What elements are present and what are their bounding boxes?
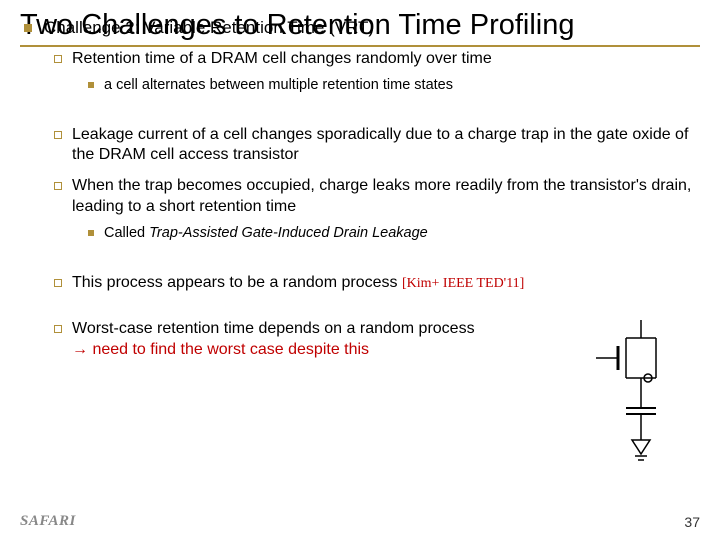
- lvl2-text: Retention time of a DRAM cell changes ra…: [72, 49, 492, 70]
- lvl1-text: Challenge 2: Variable Retention Time (VR…: [44, 17, 374, 39]
- bullet-lvl2: This process appears to be a random proc…: [54, 273, 700, 294]
- bullet-lvl2: Leakage current of a cell changes sporad…: [54, 125, 700, 167]
- lvl2-text: Worst-case retention time depends on a r…: [72, 319, 475, 361]
- open-square-bullet-icon: [54, 182, 62, 190]
- open-square-bullet-icon: [54, 279, 62, 287]
- lvl3-text: Called Trap-Assisted Gate-Induced Drain …: [104, 224, 428, 243]
- lvl3-text: a cell alternates between multiple reten…: [104, 76, 453, 95]
- p5-text: Worst-case retention time depends on a r…: [72, 320, 475, 337]
- transistor-circuit-diagram: [596, 320, 686, 480]
- small-square-bullet-icon: [88, 230, 94, 236]
- bullet-lvl1: Challenge 2: Variable Retention Time (VR…: [24, 17, 700, 39]
- small-square-bullet-icon: [88, 82, 94, 88]
- square-bullet-icon: [24, 24, 32, 32]
- bullet-lvl2: When the trap becomes occupied, charge l…: [54, 176, 700, 218]
- slide-container: Two Challenges to Retention Time Profili…: [0, 0, 720, 540]
- lvl3-italic: Trap-Assisted Gate-Induced Drain Leakage: [149, 225, 428, 241]
- p4-text: This process appears to be a random proc…: [72, 274, 402, 291]
- slide-footer: SAFARI 37: [20, 513, 700, 530]
- bullet-lvl3: Called Trap-Assisted Gate-Induced Drain …: [88, 224, 700, 243]
- page-number: 37: [684, 514, 700, 530]
- bullet-lvl2: Retention time of a DRAM cell changes ra…: [54, 49, 700, 70]
- citation: [Kim+ IEEE TED'11]: [402, 276, 524, 291]
- content-area: Challenge 2: Variable Retention Time (VR…: [20, 17, 700, 361]
- safari-logo: SAFARI: [20, 513, 76, 530]
- open-square-bullet-icon: [54, 131, 62, 139]
- lvl2-text: When the trap becomes occupied, charge l…: [72, 176, 700, 218]
- p5-red: need to find the worst case despite this: [88, 341, 369, 358]
- open-square-bullet-icon: [54, 325, 62, 333]
- lvl2-text: Leakage current of a cell changes sporad…: [72, 125, 700, 167]
- lvl2-text: This process appears to be a random proc…: [72, 273, 524, 294]
- arrow-icon: →: [72, 341, 88, 358]
- open-square-bullet-icon: [54, 55, 62, 63]
- lvl3-prefix: Called: [104, 225, 149, 241]
- bullet-lvl3: a cell alternates between multiple reten…: [88, 76, 700, 95]
